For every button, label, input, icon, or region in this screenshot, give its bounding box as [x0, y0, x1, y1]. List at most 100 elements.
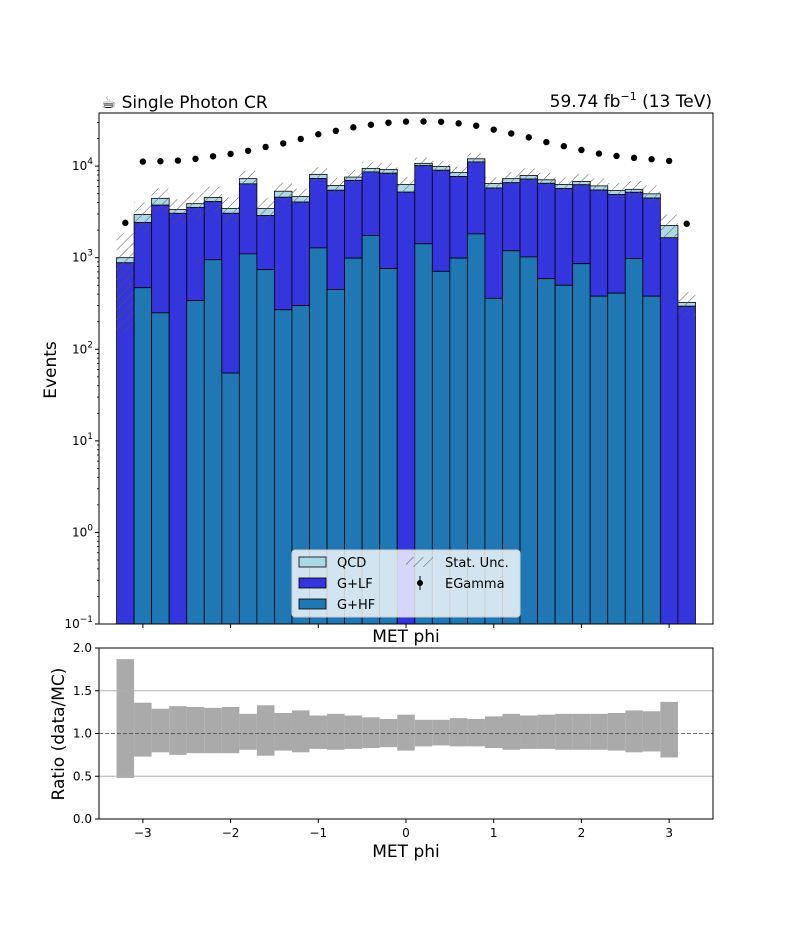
bar-glf	[133, 222, 153, 289]
bar-glf	[607, 194, 626, 294]
stat-unc-band	[432, 160, 450, 173]
bar-glf	[572, 184, 591, 265]
bar-glf	[274, 196, 293, 311]
stat-unc-band	[625, 181, 643, 200]
legend-label-ghf: G+HF	[337, 598, 375, 613]
stat-unc-band	[116, 233, 135, 334]
y-tick-label: 100	[72, 523, 93, 539]
lumi-exponent: −1	[620, 90, 636, 103]
stat-unc-band	[555, 177, 573, 194]
bar-ghf	[186, 300, 205, 624]
ratio-unc-bin	[221, 706, 240, 754]
stat-unc-band	[607, 182, 626, 200]
bar-glf	[449, 176, 468, 259]
data-point	[297, 135, 304, 143]
data-point	[262, 143, 269, 151]
luminosity-label: 59.74 fb−1 (13 TeV)	[550, 90, 712, 112]
stat-unc-band	[379, 163, 398, 177]
bar-ghf	[554, 284, 574, 624]
ratio-x-tick-label: 2	[578, 826, 586, 840]
bar-glf	[659, 237, 679, 624]
bar-ghf	[203, 259, 223, 624]
ratio-unc-bin	[414, 719, 433, 747]
bar-glf	[291, 201, 310, 306]
data-point	[613, 152, 620, 160]
ratio-unc-bin	[274, 712, 292, 751]
stat-unc-band	[660, 214, 678, 241]
legend-swatch-stat-unc	[406, 557, 433, 567]
data-point	[122, 219, 129, 227]
data-points	[122, 118, 690, 227]
ratio-unc-bin	[484, 716, 503, 749]
bar-ghf	[572, 263, 591, 624]
bar-ghf	[274, 309, 293, 624]
data-point	[472, 122, 480, 129]
legend-label-stat-unc: Stat. Unc.	[445, 556, 509, 571]
ratio-unc-bin	[151, 708, 170, 753]
stat-unc-band	[151, 188, 170, 212]
ratio-y-tick-label: 0.0	[73, 812, 92, 826]
stat-unc-band	[414, 157, 433, 170]
ratio-axes: 0.0 0.5 1.0 1.5 2.0 −3 −2 −1 0 1 2 3	[73, 641, 673, 840]
ratio-unc-bin	[502, 713, 521, 750]
ratio-unc-bin	[204, 707, 222, 754]
bar-glf	[151, 204, 170, 314]
ratio-unc-bin	[537, 714, 556, 749]
data-point	[595, 150, 603, 157]
stat-unc-band	[467, 153, 485, 166]
bar-glf	[414, 165, 433, 245]
y-tick-label: 103	[72, 249, 93, 265]
stat-unc-band	[642, 185, 661, 205]
data-point	[367, 121, 375, 128]
ratio-unc-bin	[555, 713, 573, 750]
data-point	[560, 142, 568, 150]
data-point	[525, 134, 532, 141]
ratio-unc-bin	[186, 706, 205, 754]
bar-ghf	[519, 256, 538, 624]
ratio-unc-bin	[520, 715, 538, 749]
ratio-x-axis-label: MET phi	[372, 842, 440, 862]
data-point	[332, 127, 340, 135]
stat-unc-band	[537, 172, 556, 189]
ratio-x-tick-label: 1	[490, 826, 498, 840]
stat-unc-band	[204, 186, 222, 213]
bar-ghf	[256, 269, 275, 624]
stat-unc-band	[397, 177, 415, 194]
top-plot-area	[116, 153, 696, 624]
data-point	[315, 131, 322, 138]
y-tick-label: 102	[72, 340, 93, 356]
stat-unc-band	[520, 168, 538, 184]
lumi-energy: (13 TeV)	[637, 92, 712, 112]
data-point	[139, 158, 147, 165]
data-point	[385, 119, 392, 126]
bar-glf	[256, 215, 275, 271]
data-point	[157, 158, 164, 165]
bar-ghf	[116, 623, 135, 624]
data-point	[578, 146, 585, 154]
legend-swatch-qcd	[298, 556, 327, 568]
ratio-unc-bin	[134, 702, 152, 757]
legend-label-qcd: QCD	[337, 556, 366, 571]
bar-ghf	[168, 623, 188, 624]
bar-glf	[238, 183, 258, 255]
stat-unc-band	[344, 169, 363, 186]
stat-unc-band	[256, 198, 275, 223]
data-point	[227, 150, 234, 158]
ratio-unc-bin	[432, 719, 450, 746]
legend-label-egamma: EGamma	[445, 577, 505, 592]
bar-ghf	[221, 372, 240, 624]
bar-glf	[361, 171, 381, 236]
ratio-unc-bin	[291, 710, 310, 753]
stat-unc-band	[134, 202, 152, 232]
bar-glf	[554, 188, 574, 286]
bar-glf	[484, 187, 503, 299]
ratio-y-axis-label: Ratio (data/MC)	[49, 668, 69, 801]
ratio-unc-bin	[344, 715, 363, 749]
bar-glf	[589, 189, 609, 297]
stat-unc-band	[221, 197, 240, 224]
ratio-unc-bin	[256, 705, 275, 756]
y-tick-label: 104	[72, 157, 93, 173]
ratio-unc-bin	[309, 715, 328, 749]
data-point	[683, 220, 690, 227]
ratio-unc-bin	[467, 718, 485, 747]
